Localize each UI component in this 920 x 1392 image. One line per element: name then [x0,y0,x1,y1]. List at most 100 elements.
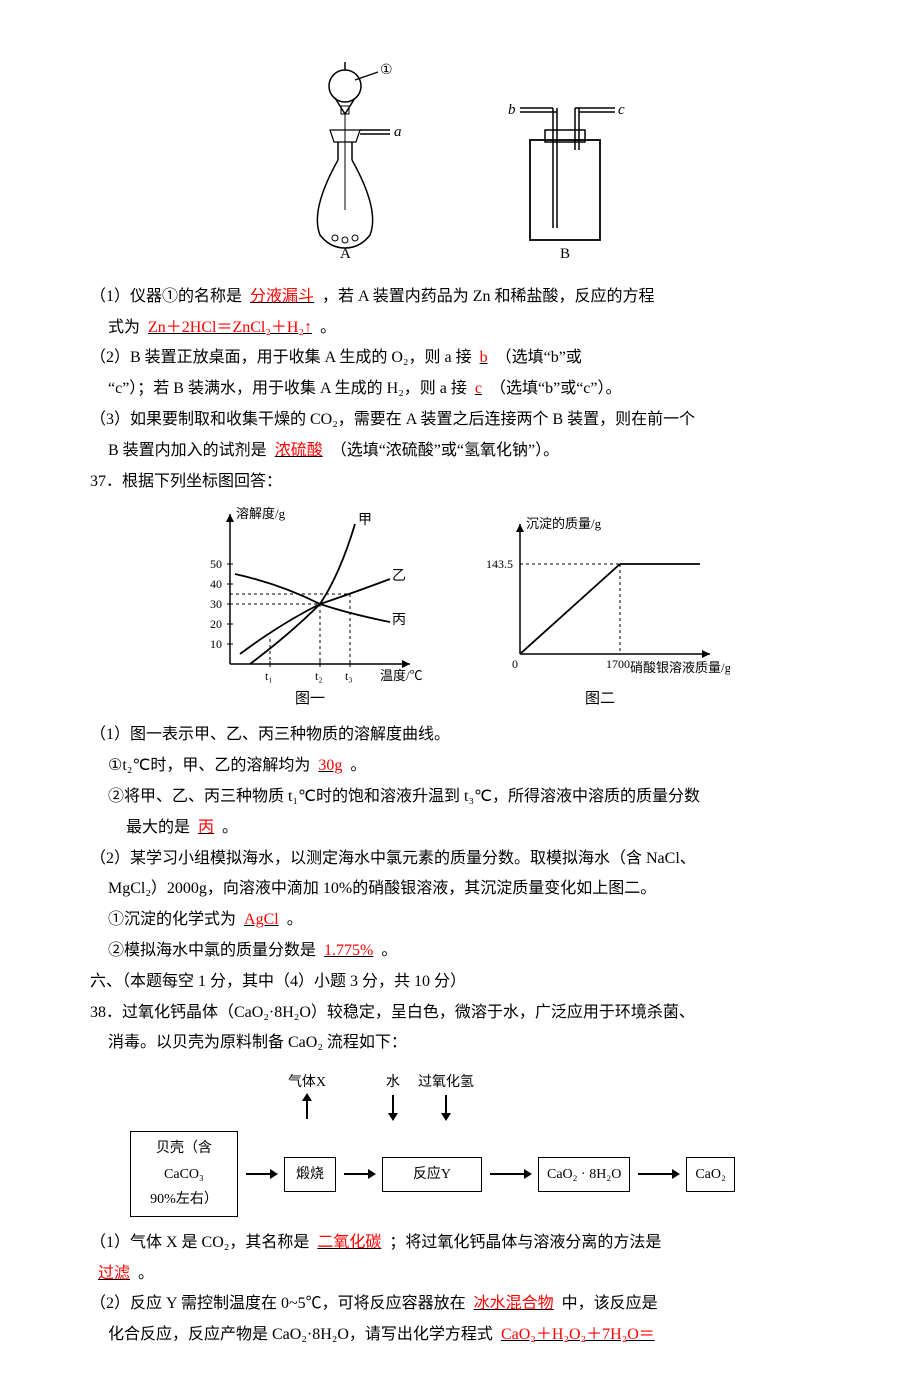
answer-acid: 浓硫酸 [267,442,331,459]
text: 贝壳（含CaCO₃ [139,1136,229,1186]
box-hydrate: CaO₂ · 8H₂O [538,1157,630,1192]
arrow-icon [490,1173,530,1175]
text: ②模拟海水中氯的质量分数是 [108,942,316,959]
svg-text:143.5: 143.5 [486,557,513,571]
svg-text:溶解度/g: 溶解度/g [236,506,286,521]
svg-text:1700: 1700 [606,657,630,671]
apparatus-b-label: B [560,246,570,260]
q38-p1-line2: 过滤。 [90,1260,830,1289]
port-c: c [618,102,625,118]
q36-p1-line1: （1）仪器①的名称是分液漏斗，若 A 装置内药品为 Zn 和稀盐酸，反应的方程 [90,283,830,312]
text: 。 [222,819,238,836]
svg-text:40: 40 [210,577,222,591]
chart2-caption: 图二 [585,686,615,713]
text: 中，该反应是 [562,1295,658,1312]
q37-p1-2b: 最大的是丙。 [126,814,830,843]
q37-p2-1: ①沉淀的化学式为AgCl。 [108,906,830,935]
svg-text:沉淀的质量/g: 沉淀的质量/g [526,516,602,531]
box-shell: 贝壳（含CaCO₃ 90%左右） [130,1131,238,1217]
apparatus-b: b c B [490,100,640,271]
up-arrow-icon [306,1095,308,1119]
charts-row: 溶解度/g 温度/℃ 10 20 30 40 50 t₁ t₂ t₃ [90,504,830,713]
svg-text:硝酸银溶液质量/g: 硝酸银溶液质量/g [630,660,730,675]
svg-text:20: 20 [210,617,222,631]
text: 化合反应，反应产物是 CaO₂·8H₂O，请写出化学方程式 [108,1326,493,1343]
q37-p2-2: ②模拟海水中氯的质量分数是1.775%。 [108,937,830,966]
q37-p1-2a: ②将甲、乙、丙三种物质 t₁℃时的饱和溶液升温到 t₃℃，所得溶液中溶质的质量分… [108,783,830,812]
svg-text:丙: 丙 [392,613,406,628]
answer-30g: 30g [310,757,350,774]
q36-p2-line1: （2）B 装置正放桌面，用于收集 A 生成的 O₂，则 a 接b（选填“b”或 [90,344,830,373]
text: （2）B 装置正放桌面，用于收集 A 生成的 O₂，则 a 接 [90,349,472,366]
box-calcine: 煅烧 [284,1157,336,1192]
apparatus-row: ① a A [90,60,830,271]
answer-agcl: AgCl [236,911,287,928]
arrow-icon [638,1173,678,1175]
down-arrow-icon [392,1095,394,1119]
water-label: 水 [386,1070,400,1095]
arrow-icon [246,1173,276,1175]
q38-title2: 消毒。以贝壳为原料制备 CaO₂ 流程如下： [108,1029,830,1058]
q37-p1: （1）图一表示甲、乙、丙三种物质的溶解度曲线。 [90,721,830,750]
mark-1: ① [380,63,393,78]
svg-text:甲: 甲 [358,513,372,528]
svg-text:乙: 乙 [392,568,406,584]
chart1: 溶解度/g 温度/℃ 10 20 30 40 50 t₁ t₂ t₃ [190,504,430,713]
answer-b: b [472,349,496,366]
q38-title: 38．过氧化钙晶体（CaO₂·8H₂O）较稳定，呈白色，微溶于水，广泛应用于环境… [90,999,830,1028]
arrow-icon [344,1173,374,1175]
text: （1）气体 X 是 CO₂，其名称是 [90,1234,309,1251]
down-arrow-icon [445,1095,447,1119]
svg-text:温度/℃: 温度/℃ [380,668,423,683]
q37-p2a: （2）某学习小组模拟海水，以测定海水中氯元素的质量分数。取模拟海水（含 NaCl… [90,845,830,874]
q38-p2-line1: （2）反应 Y 需控制温度在 0~5℃，可将反应容器放在冰水混合物中，该反应是 [90,1290,830,1319]
text: 。 [381,942,397,959]
text: （选填“b”或“c”）。 [490,380,622,397]
text: （2）反应 Y 需控制温度在 0~5℃，可将反应容器放在 [90,1295,466,1312]
q36-p3-line2: B 装置内加入的试剂是浓硫酸（选填“浓硫酸”或“氢氧化钠”）。 [108,437,830,466]
q37-p1-1: ①t₂℃时，甲、乙的溶解均为30g。 [108,752,830,781]
text: 90%左右） [139,1187,229,1212]
page: ① a A [0,0,920,1392]
text: 。 [320,319,336,336]
text: B 装置内加入的试剂是 [108,442,267,459]
svg-text:10: 10 [210,637,222,651]
q37-title: 37．根据下列坐标图回答： [90,468,830,497]
svg-text:0: 0 [512,657,518,671]
answer-eq2: CaO₂＋H₂O₂＋7H₂O＝ [493,1326,663,1343]
text: （选填“b”或 [496,349,582,366]
svg-text:t₂: t₂ [315,669,323,683]
answer-pct: 1.775% [316,942,381,959]
text: ，若 A 装置内药品为 Zn 和稀盐酸，反应的方程 [322,288,654,305]
answer-equation: Zn＋2HCl＝ZnCl₂＋H₂↑ [140,319,320,336]
q37-p2b: MgCl₂）2000g，向溶液中滴加 10%的硝酸银溶液，其沉淀质量变化如上图二… [108,875,830,904]
text: 。 [350,757,366,774]
section6: 六、（本题每空 1 分，其中（4）小题 3 分，共 10 分） [90,968,830,997]
chart1-caption: 图一 [295,686,325,713]
text: （1）仪器①的名称是 [90,288,242,305]
q36-p3-line1: （3）如果要制取和收集干燥的 CO₂，需要在 A 装置之后连接两个 B 装置，则… [90,406,830,435]
answer-filter: 过滤 [90,1265,138,1282]
text: ①t₂℃时，甲、乙的溶解均为 [108,757,310,774]
text: 。 [287,911,303,928]
q38-p2-line2: 化合反应，反应产物是 CaO₂·8H₂O，请写出化学方程式CaO₂＋H₂O₂＋7… [108,1321,830,1350]
apparatus-a: ① a A [280,60,410,271]
gas-x-label: 气体X [288,1070,326,1095]
port-b: b [508,102,516,118]
process-flow: 气体X 水 过氧化氢 贝壳（含CaCO₃ 90%左右） 煅烧 [90,1070,830,1217]
svg-text:t₃: t₃ [345,669,353,683]
answer-ice: 冰水混合物 [466,1295,562,1312]
q36-p1-line2: 式为Zn＋2HCl＝ZnCl₂＋H₂↑。 [108,314,830,343]
text: “c”）；若 B 装满水，用于收集 A 生成的 H₂，则 a 接 [108,380,467,397]
text: ①沉淀的化学式为 [108,911,236,928]
text: （选填“浓硫酸”或“氢氧化钠”）。 [331,442,559,459]
text: 。 [138,1265,154,1282]
svg-text:50: 50 [210,557,222,571]
text: （3）如果要制取和收集干燥的 CO₂，需要在 A 装置之后连接两个 B 装置，则… [90,411,695,428]
answer-c: c [467,380,490,397]
answer-bing: 丙 [190,819,222,836]
answer-co2: 二氧化碳 [309,1234,389,1251]
q38-p1-line1: （1）气体 X 是 CO₂，其名称是二氧化碳；将过氧化钙晶体与溶液分离的方法是 [90,1229,830,1258]
apparatus-a-label: A [340,246,351,260]
text: ；将过氧化钙晶体与溶液分离的方法是 [389,1234,661,1251]
